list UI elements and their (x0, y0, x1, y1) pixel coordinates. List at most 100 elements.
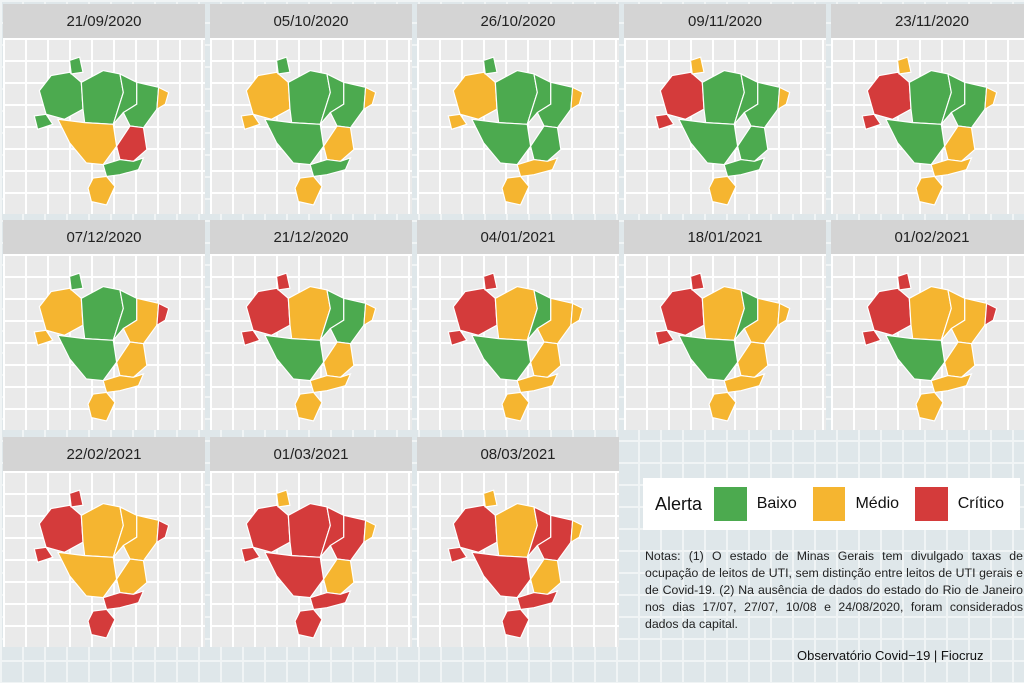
state-region-ac (447, 113, 468, 131)
state-region-rr (689, 272, 705, 291)
legend-swatch-baixo (714, 487, 747, 521)
state-region-cw (263, 551, 325, 599)
state-region-se (309, 156, 352, 178)
brazil-map (861, 56, 998, 206)
state-region-pe (156, 86, 170, 111)
state-region-s (87, 175, 116, 206)
state-region-se (723, 156, 766, 178)
state-region-cw (263, 118, 325, 166)
state-region-pe (156, 302, 170, 327)
panel-date: 18/01/2021 (624, 220, 826, 254)
map-panel: 01/02/2021 (831, 220, 1024, 430)
state-region-cw (677, 118, 739, 166)
state-region-rr (689, 56, 705, 75)
state-region-se (723, 372, 766, 394)
state-region-se (102, 589, 145, 611)
state-region-am (245, 71, 291, 120)
notes: Notas: (1) O estado de Minas Gerais tem … (645, 549, 1023, 631)
brazil-map (447, 56, 584, 206)
state-region-ac (240, 546, 261, 564)
map-panel: 04/01/2021 (417, 220, 619, 430)
panel-date: 07/12/2020 (3, 220, 205, 254)
map-panel: 09/11/2020 (624, 4, 826, 214)
panel-date: 26/10/2020 (417, 4, 619, 38)
brazil-map (240, 272, 377, 422)
state-region-am (452, 71, 498, 120)
brazil-map (861, 272, 998, 422)
state-region-ac (240, 329, 261, 347)
state-region-mg (943, 341, 976, 378)
state-region-mg (115, 125, 148, 162)
state-region-mg (322, 558, 355, 595)
legend-label-medio: Médio (855, 495, 900, 512)
state-region-am (452, 504, 498, 553)
legend-label-baixo: Baixo (756, 495, 797, 512)
state-region-cw (263, 334, 325, 382)
legend: Alerta Baixo Médio Crítico (643, 478, 1020, 530)
map-panel: 22/02/2021 (3, 437, 205, 647)
state-region-s (915, 175, 944, 206)
brazil-map (33, 56, 170, 206)
state-region-pe (570, 86, 584, 111)
state-region-ac (33, 113, 54, 131)
state-region-rr (68, 272, 84, 291)
state-region-mg (322, 125, 355, 162)
state-region-s (708, 391, 737, 422)
state-region-am (452, 287, 498, 336)
map-panel: 23/11/2020 (831, 4, 1024, 214)
state-region-am (659, 71, 705, 120)
state-region-am (659, 287, 705, 336)
state-region-am (245, 504, 291, 553)
panel-date: 01/03/2021 (210, 437, 412, 471)
state-region-pe (570, 519, 584, 544)
legend-label-critico: Crítico (957, 495, 1004, 512)
panel-date: 05/10/2020 (210, 4, 412, 38)
state-region-cw (884, 334, 946, 382)
state-region-pe (777, 86, 791, 111)
state-region-s (294, 391, 323, 422)
state-region-cw (470, 551, 532, 599)
state-region-ac (33, 329, 54, 347)
state-region-cw (470, 118, 532, 166)
state-region-s (708, 175, 737, 206)
state-region-am (866, 71, 912, 120)
state-region-ac (654, 329, 675, 347)
state-region-se (930, 372, 973, 394)
brazil-map (447, 489, 584, 639)
brazil-map (240, 56, 377, 206)
state-region-pe (570, 302, 584, 327)
state-region-rr (482, 56, 498, 75)
state-region-s (294, 175, 323, 206)
state-region-ac (447, 546, 468, 564)
brazil-map (33, 272, 170, 422)
state-region-am (38, 71, 84, 120)
state-region-s (87, 391, 116, 422)
state-region-am (38, 504, 84, 553)
state-region-se (102, 372, 145, 394)
state-region-s (501, 391, 530, 422)
state-region-mg (115, 341, 148, 378)
state-region-ac (654, 113, 675, 131)
state-region-rr (482, 272, 498, 291)
state-region-s (294, 608, 323, 639)
state-region-cw (56, 334, 118, 382)
state-region-rr (275, 489, 291, 508)
state-region-pe (156, 519, 170, 544)
map-panel: 26/10/2020 (417, 4, 619, 214)
state-region-cw (470, 334, 532, 382)
state-region-mg (736, 341, 769, 378)
state-region-pe (984, 86, 998, 111)
panel-date: 22/02/2021 (3, 437, 205, 471)
state-region-cw (884, 118, 946, 166)
state-region-pe (777, 302, 791, 327)
state-region-mg (529, 341, 562, 378)
state-region-rr (896, 272, 912, 291)
map-panel: 07/12/2020 (3, 220, 205, 430)
state-region-rr (275, 56, 291, 75)
panel-date: 01/02/2021 (831, 220, 1024, 254)
map-panel: 05/10/2020 (210, 4, 412, 214)
map-panel: 21/09/2020 (3, 4, 205, 214)
state-region-se (516, 589, 559, 611)
state-region-s (87, 608, 116, 639)
state-region-pe (363, 86, 377, 111)
